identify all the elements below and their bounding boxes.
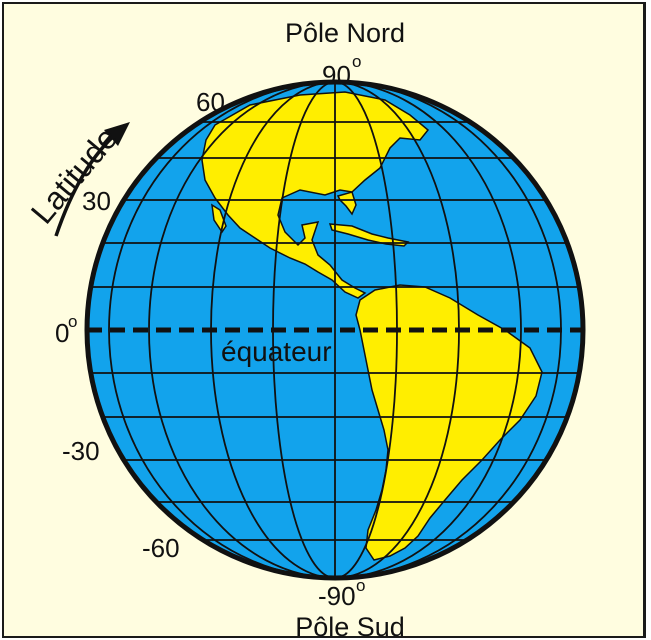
latitude-arrowhead xyxy=(104,122,130,146)
south-america xyxy=(355,284,543,561)
lat-south-30: -30 xyxy=(62,436,100,466)
lat-north-90-degree: o xyxy=(352,52,361,71)
lat-north-60: 60 xyxy=(196,87,225,117)
lat-north-30: 30 xyxy=(82,186,111,216)
south-pole-label: Pôle Sud xyxy=(295,612,405,640)
lat-south-90-degree: o xyxy=(356,576,365,595)
lat-south-60: -60 xyxy=(142,533,180,563)
globe-outline xyxy=(84,79,586,581)
lat-zero-degree: o xyxy=(68,312,77,331)
north-america xyxy=(201,91,430,299)
caribbean-islands xyxy=(328,223,410,247)
north-pole-label: Pôle Nord xyxy=(285,18,405,48)
equator-label: équateur xyxy=(221,336,332,367)
lat-zero: 0 xyxy=(55,318,69,348)
lat-north-90: 90 xyxy=(322,60,351,90)
lat-south-90: -90 xyxy=(318,581,356,611)
latitude-arrow xyxy=(54,130,120,237)
